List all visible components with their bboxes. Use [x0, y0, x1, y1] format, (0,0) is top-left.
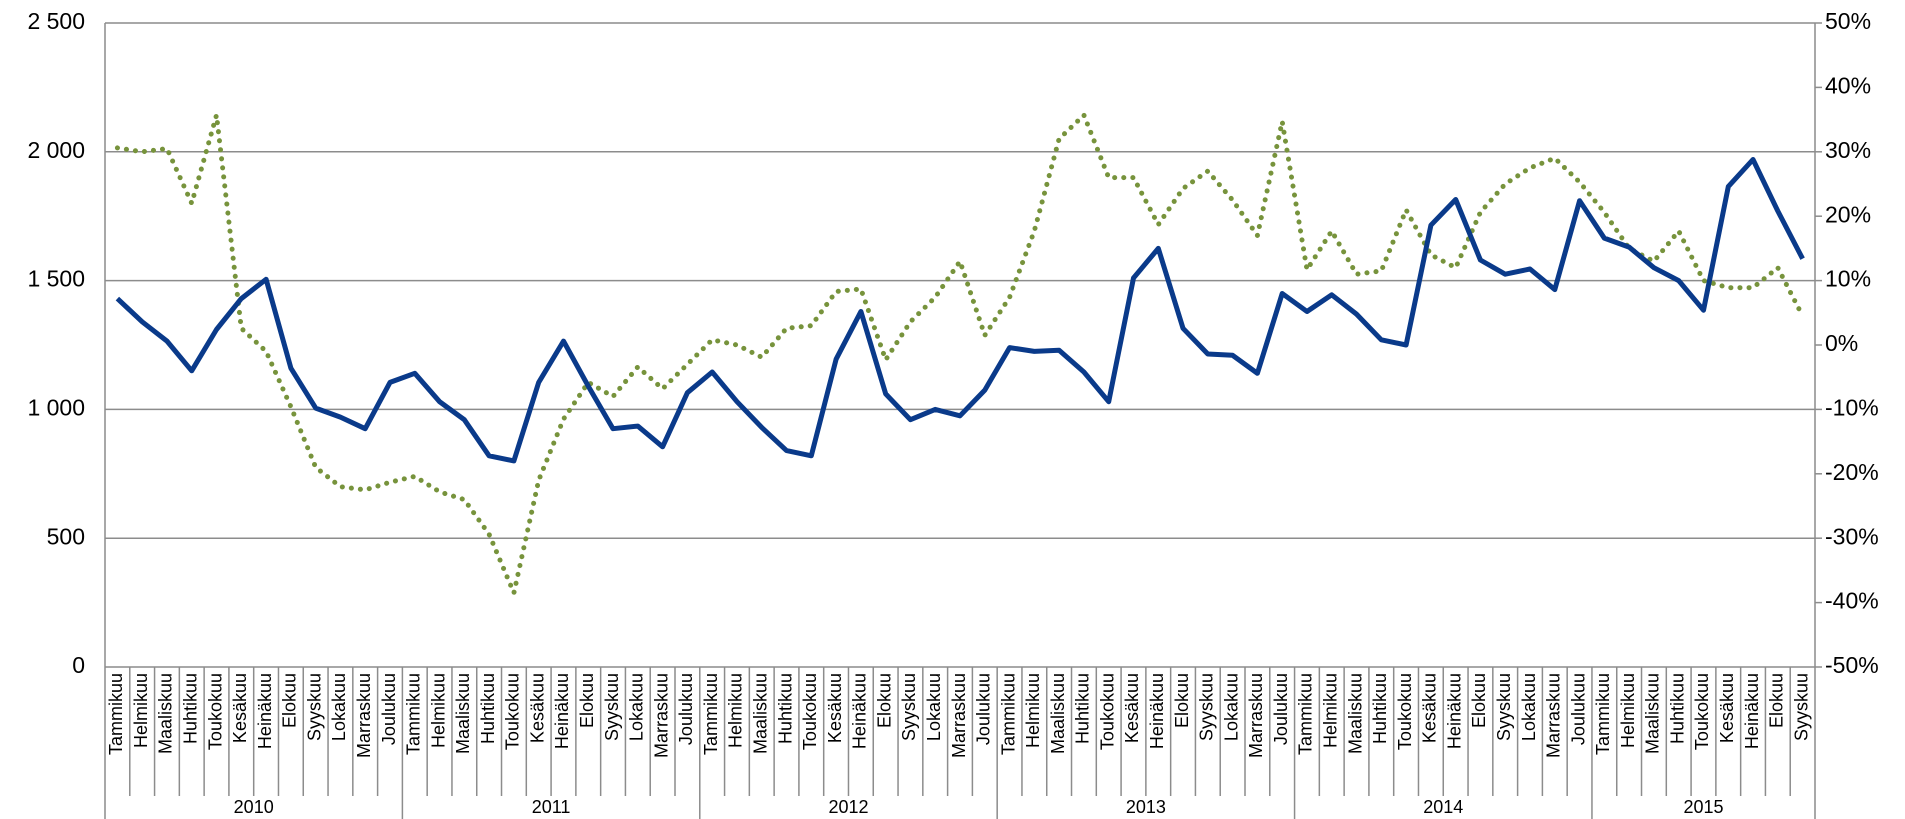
x-tick-label: Elokuu	[1172, 673, 1192, 728]
x-tick-label: Lokakuu	[1221, 673, 1241, 741]
x-tick-label: Helmikuu	[428, 673, 448, 748]
group-label: 2012	[828, 797, 868, 817]
y2-tick-label: 10%	[1825, 266, 1871, 292]
x-tick-label: Huhtikuu	[180, 673, 200, 744]
y2-tick-label: 50%	[1825, 8, 1871, 34]
y-tick-label: 500	[47, 523, 85, 549]
x-tick-label: Heinäkuu	[1444, 673, 1464, 749]
group-label: 2010	[234, 797, 274, 817]
group-label: 2015	[1683, 797, 1723, 817]
x-tick-label: Kesäkuu	[1420, 673, 1440, 743]
x-tick-label: Huhtikuu	[1073, 673, 1093, 744]
x-tick-label: Syyskuu	[1197, 673, 1217, 741]
x-tick-label: Lokakuu	[924, 673, 944, 741]
x-tick-label: Huhtikuu	[775, 673, 795, 744]
y-tick-label: 1 500	[27, 266, 85, 292]
x-tick-label: Syyskuu	[899, 673, 919, 741]
group-label: 2011	[532, 797, 571, 817]
y2-tick-label: 0%	[1825, 330, 1858, 356]
x-tick-label: Helmikuu	[1023, 673, 1043, 748]
y2-tick-label: 30%	[1825, 137, 1871, 163]
x-tick-label: Joulukuu	[676, 673, 696, 745]
x-tick-label: Huhtikuu	[1667, 673, 1687, 744]
x-tick-label: Toukokuu	[503, 673, 523, 750]
x-tick-label: Toukokuu	[1097, 673, 1117, 750]
x-tick-label: Marraskuu	[354, 673, 374, 758]
x-tick-label: Tammikuu	[404, 673, 424, 755]
x-tick-label: Toukokuu	[1692, 673, 1712, 750]
y-tick-label: 2 500	[27, 8, 85, 34]
x-tick-label: Huhtikuu	[1370, 673, 1390, 744]
x-tick-label: Joulukuu	[974, 673, 994, 745]
y2-tick-label: -10%	[1825, 394, 1879, 420]
y2-tick-label: 40%	[1825, 72, 1871, 98]
x-tick-label: Elokuu	[280, 673, 300, 728]
y-tick-label: 0	[72, 652, 85, 678]
x-tick-label: Kesäkuu	[527, 673, 547, 743]
series-line	[115, 157, 1805, 464]
x-tick-label: Syyskuu	[1494, 673, 1514, 741]
x-tick-label: Heinäkuu	[1147, 673, 1167, 749]
y2-tick-label: -30%	[1825, 523, 1879, 549]
x-tick-label: Syyskuu	[1791, 673, 1811, 741]
x-tick-label: Heinäkuu	[850, 673, 870, 749]
x-tick-label: Helmikuu	[131, 673, 151, 748]
x-tick-label: Marraskuu	[651, 673, 671, 758]
x-tick-label: Tammikuu	[1296, 673, 1316, 755]
x-tick-label: Toukokuu	[205, 673, 225, 750]
y2-tick-label: -50%	[1825, 652, 1879, 678]
x-tick-label: Helmikuu	[1618, 673, 1638, 748]
series-line	[114, 112, 1806, 596]
x-tick-label: Maaliskuu	[156, 673, 176, 754]
group-label: 2013	[1126, 797, 1166, 817]
x-tick-label: Maaliskuu	[1048, 673, 1068, 754]
x-tick-label: Helmikuu	[726, 673, 746, 748]
x-tick-label: Joulukuu	[379, 673, 399, 745]
x-tick-label: Maaliskuu	[1643, 673, 1663, 754]
x-tick-label: Kesäkuu	[1122, 673, 1142, 743]
x-tick-label: Maaliskuu	[1345, 673, 1365, 754]
x-tick-label: Marraskuu	[1544, 673, 1564, 758]
x-tick-label: Elokuu	[1767, 673, 1787, 728]
y2-tick-label: -20%	[1825, 459, 1879, 485]
x-tick-label: Elokuu	[577, 673, 597, 728]
x-tick-label: Heinäkuu	[255, 673, 275, 749]
x-tick-label: Heinäkuu	[1742, 673, 1762, 749]
x-tick-label: Toukokuu	[1395, 673, 1415, 750]
x-tick-label: Huhtikuu	[478, 673, 498, 744]
x-tick-label: Marraskuu	[949, 673, 969, 758]
x-tick-label: Lokakuu	[627, 673, 647, 741]
x-tick-label: Toukokuu	[800, 673, 820, 750]
x-tick-label: Tammikuu	[106, 673, 126, 755]
x-tick-label: Lokakuu	[1519, 673, 1539, 741]
x-tick-label: Kesäkuu	[1717, 673, 1737, 743]
x-tick-label: Elokuu	[874, 673, 894, 728]
x-tick-label: Heinäkuu	[552, 673, 572, 749]
x-tick-label: Syyskuu	[602, 673, 622, 741]
x-tick-label: Tammikuu	[701, 673, 721, 755]
group-label: 2014	[1423, 797, 1463, 817]
x-tick-label: Tammikuu	[1593, 673, 1613, 755]
y2-tick-label: 20%	[1825, 201, 1871, 227]
y-tick-label: 2 000	[27, 137, 85, 163]
x-tick-label: Elokuu	[1469, 673, 1489, 728]
y-tick-label: 1 000	[27, 394, 85, 420]
x-tick-label: Marraskuu	[1246, 673, 1266, 758]
x-tick-label: Syyskuu	[304, 673, 324, 741]
x-tick-label: Joulukuu	[1271, 673, 1291, 745]
x-tick-label: Maaliskuu	[453, 673, 473, 754]
x-tick-label: Lokakuu	[329, 673, 349, 741]
x-tick-label: Tammikuu	[998, 673, 1018, 755]
x-tick-label: Kesäkuu	[230, 673, 250, 743]
x-tick-label: Joulukuu	[1568, 673, 1588, 745]
x-tick-label: Kesäkuu	[825, 673, 845, 743]
y2-tick-label: -40%	[1825, 588, 1879, 614]
x-tick-label: Maaliskuu	[750, 673, 770, 754]
x-tick-label: Helmikuu	[1320, 673, 1340, 748]
